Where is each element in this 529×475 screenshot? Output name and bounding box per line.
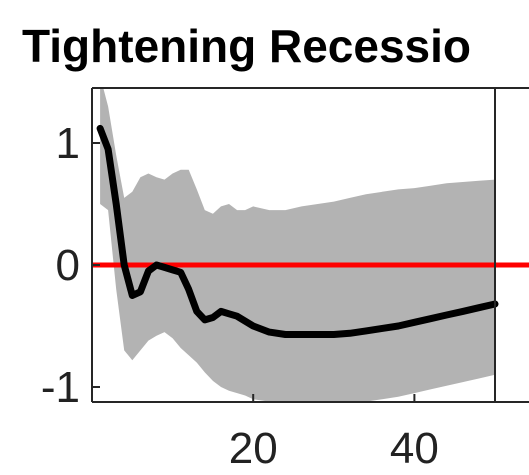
x-ticks: 20 40 <box>229 394 439 473</box>
x-tick-label: 20 <box>229 424 278 473</box>
plot-area <box>92 88 529 402</box>
chart-title: Tightening Recessio <box>22 20 471 72</box>
y-tick-label: -1 <box>41 363 80 412</box>
confidence-band <box>100 88 495 402</box>
y-ticks: 1 0 -1 <box>41 119 100 412</box>
y-tick-label: 0 <box>56 241 80 290</box>
y-tick-label: 1 <box>56 119 80 168</box>
x-tick-label: 40 <box>390 424 439 473</box>
response-line <box>96 124 499 338</box>
axes <box>91 87 529 403</box>
